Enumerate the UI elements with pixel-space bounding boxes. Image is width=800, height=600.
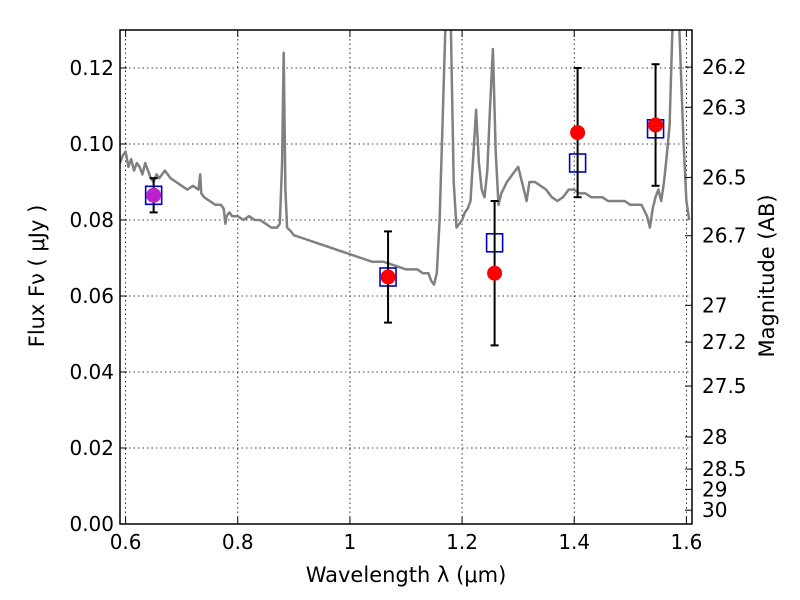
y-tick-label: 0.00 [69, 512, 114, 536]
spectrum-line [120, 30, 691, 286]
observed-flux-point [146, 187, 162, 203]
magnitude-tick-label: 28 [702, 425, 727, 449]
spectrum-layer [120, 30, 691, 286]
y-tick-label: 0.02 [69, 436, 114, 460]
observed-flux-point [570, 125, 586, 141]
magnitude-tick-label: 27.2 [702, 330, 747, 354]
y-tick-label: 0.04 [69, 360, 114, 384]
gridlines [120, 30, 692, 525]
x-tick-label: 1.6 [670, 530, 702, 554]
y-tick-label: 0.08 [69, 208, 114, 232]
magnitude-tick-label: 27 [702, 293, 727, 317]
axis-ticks: 0.6 0.8 1 1.2 1.4 1.6 0.00 0.02 0.04 0.06 0.08 0.10… [69, 30, 747, 554]
y-tick-label: 0.06 [69, 284, 114, 308]
observed-flux-point [648, 117, 664, 133]
observed-flux-point [380, 269, 396, 285]
x-tick-label: 0.6 [110, 530, 142, 554]
x-tick-label: 1.2 [446, 530, 478, 554]
x-tick-label: 1 [344, 530, 357, 554]
magnitude-axis-label: Magnitude (AB) [755, 194, 779, 357]
magnitude-tick-label: 27.5 [702, 374, 747, 398]
magnitude-tick-label: 26.7 [702, 224, 747, 248]
photometry-layer [144, 63, 665, 347]
x-axis-label: Wavelength λ (μm) [306, 563, 507, 587]
x-tick-label: 0.8 [222, 530, 254, 554]
y-tick-label: 0.10 [69, 132, 114, 156]
y-tick-label: 0.12 [69, 56, 114, 80]
plot-frame [119, 29, 693, 525]
x-tick-label: 1.4 [558, 530, 590, 554]
magnitude-tick-label: 29 [702, 477, 727, 501]
observed-flux-point [487, 265, 503, 281]
magnitude-tick-label: 26.3 [702, 95, 747, 119]
y-axis-label: Flux Fν ( μJy ) [25, 205, 49, 348]
magnitude-tick-label: 26.5 [702, 165, 747, 189]
magnitude-tick-label: 28.5 [702, 457, 747, 481]
magnitude-tick-label: 26.2 [702, 55, 747, 79]
magnitude-tick-label: 30 [702, 498, 727, 522]
